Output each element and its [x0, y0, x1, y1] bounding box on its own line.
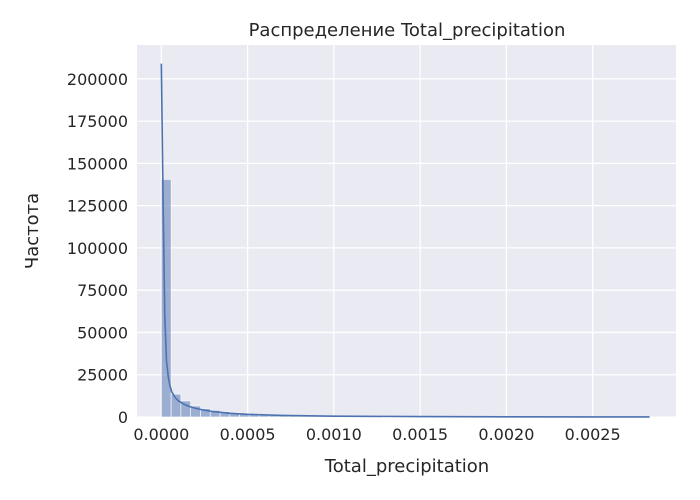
y-tick-label: 25000	[77, 366, 128, 385]
y-tick-label: 200000	[67, 70, 128, 89]
x-tick-label: 0.0020	[478, 425, 534, 444]
x-tick-label: 0.0010	[306, 425, 362, 444]
y-axis-ticks: 0 25000 50000 75000 100000 125000 150000 175000…	[67, 70, 128, 427]
y-tick-label: 100000	[67, 239, 128, 258]
y-tick-label: 125000	[67, 197, 128, 216]
plot-area	[137, 45, 676, 417]
kde-curve	[160, 63, 650, 418]
y-axis-label: Частота	[22, 193, 43, 269]
x-tick-label: 0.0005	[220, 425, 276, 444]
x-axis-ticks: 0.0000 0.0005 0.0010 0.0015 0.0020 0.0025	[133, 425, 620, 444]
histogram-bar	[161, 179, 172, 418]
y-tick-label: 150000	[67, 154, 128, 173]
y-tick-label: 0	[118, 408, 128, 427]
chart-title: Распределение Total_precipitation	[249, 20, 566, 41]
x-axis-label: Total_precipitation	[324, 456, 489, 477]
x-tick-label: 0.0000	[133, 425, 189, 444]
x-tick-label: 0.0015	[392, 425, 448, 444]
y-tick-label: 50000	[77, 323, 128, 342]
y-tick-label: 175000	[67, 112, 128, 131]
y-tick-label: 75000	[77, 281, 128, 300]
grid-lines	[137, 45, 676, 418]
x-tick-label: 0.0025	[565, 425, 621, 444]
